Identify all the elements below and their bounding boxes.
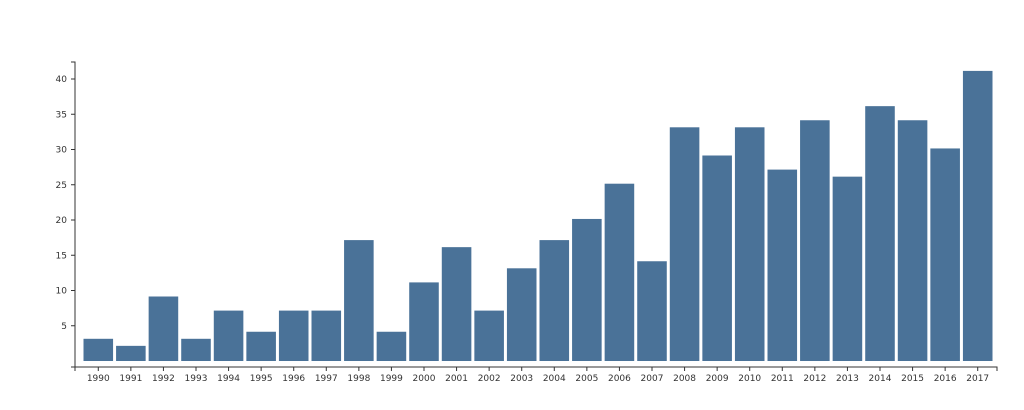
bar-2016 xyxy=(930,148,960,361)
x-tick-label: 2013 xyxy=(836,374,859,384)
x-tick-label: 1998 xyxy=(347,374,370,384)
x-tick-label: 2005 xyxy=(575,374,598,384)
y-tick-label: 30 xyxy=(56,146,68,156)
bar-2003 xyxy=(506,268,537,361)
x-tick-label: 1995 xyxy=(250,374,273,384)
x-tick-label: 1992 xyxy=(152,374,175,384)
x-tick-label: 2007 xyxy=(641,374,664,384)
bar-2000 xyxy=(409,282,439,361)
x-tick-label: 2015 xyxy=(901,374,924,384)
y-tick-label: 20 xyxy=(56,216,68,226)
x-tick-label: 2001 xyxy=(445,374,468,384)
x-tick-label: 2012 xyxy=(803,374,826,384)
bar-1997 xyxy=(311,310,342,361)
x-tick-label: 1999 xyxy=(380,374,403,384)
bar-1990 xyxy=(83,338,114,361)
bar-1994 xyxy=(213,310,244,361)
bar-2005 xyxy=(572,218,602,361)
x-tick-label: 2000 xyxy=(413,374,436,384)
bar-2012 xyxy=(800,120,830,361)
x-tick-label: 2002 xyxy=(478,374,501,384)
y-tick-label: 25 xyxy=(56,181,67,191)
x-tick-label: 1991 xyxy=(119,374,142,384)
y-tick-label: 10 xyxy=(56,287,68,297)
bar-2017 xyxy=(962,70,993,362)
x-tick-label: 2004 xyxy=(543,374,566,384)
bar-1993 xyxy=(181,338,211,361)
bar-1996 xyxy=(278,310,309,361)
x-tick-label: 2014 xyxy=(869,374,892,384)
x-tick-label: 1993 xyxy=(185,374,208,384)
bar-2006 xyxy=(604,183,635,361)
bar-1999 xyxy=(376,331,407,361)
bar-2009 xyxy=(702,155,732,361)
bar-1995 xyxy=(246,331,276,361)
x-tick-label: 2011 xyxy=(771,374,794,384)
bar-2010 xyxy=(734,127,765,361)
y-axis-line xyxy=(71,61,76,368)
y-tick-label: 40 xyxy=(56,75,68,85)
x-tick-label: 2017 xyxy=(966,374,989,384)
x-tick-label: 2016 xyxy=(934,374,957,384)
bar-2014 xyxy=(865,106,895,362)
bar-2015 xyxy=(897,120,928,361)
x-tick-label: 2010 xyxy=(738,374,761,384)
bar-2007 xyxy=(637,261,667,361)
bar-1998 xyxy=(344,240,374,361)
bar-2008 xyxy=(669,127,700,361)
bar-2013 xyxy=(832,176,863,361)
x-tick-label: 2003 xyxy=(510,374,533,384)
x-tick-label: 2008 xyxy=(673,374,696,384)
bar-2004 xyxy=(539,240,570,361)
y-axis: 5 10 15 20 25 30 35 40 xyxy=(56,61,76,368)
x-tick-label: 1997 xyxy=(315,374,338,384)
bar-2002 xyxy=(474,310,504,361)
bar-1991 xyxy=(116,345,146,361)
x-tick-label: 1990 xyxy=(87,374,110,384)
bar-2001 xyxy=(441,247,472,361)
x-tick-label: 2009 xyxy=(706,374,729,384)
bar-2011 xyxy=(767,169,798,361)
bar-1992 xyxy=(148,296,179,361)
x-axis: 1990 1991 1992 1993 1994 1995 1996 1997 1998 1999… xyxy=(74,366,998,384)
x-axis-line xyxy=(74,366,998,371)
y-tick-label: 5 xyxy=(61,322,67,332)
x-tick-label: 1996 xyxy=(282,374,305,384)
x-tick-label: 1994 xyxy=(217,374,240,384)
y-tick-label: 35 xyxy=(56,110,67,120)
y-tick-label: 15 xyxy=(56,251,67,261)
x-tick-label: 2006 xyxy=(608,374,631,384)
bars-group xyxy=(83,70,993,362)
